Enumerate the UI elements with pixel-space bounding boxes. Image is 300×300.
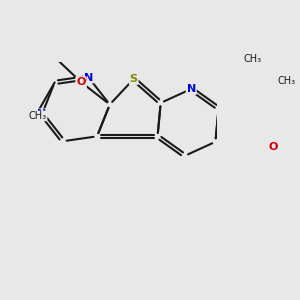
Text: CH₃: CH₃: [278, 76, 296, 85]
Text: CH₃: CH₃: [244, 54, 262, 64]
Text: N: N: [187, 84, 196, 94]
Text: CH₃: CH₃: [28, 111, 46, 121]
Text: N: N: [37, 109, 46, 119]
Text: S: S: [130, 74, 138, 84]
Text: N: N: [84, 73, 93, 82]
Text: O: O: [76, 77, 86, 87]
Text: O: O: [268, 142, 278, 152]
Text: O: O: [76, 77, 86, 87]
